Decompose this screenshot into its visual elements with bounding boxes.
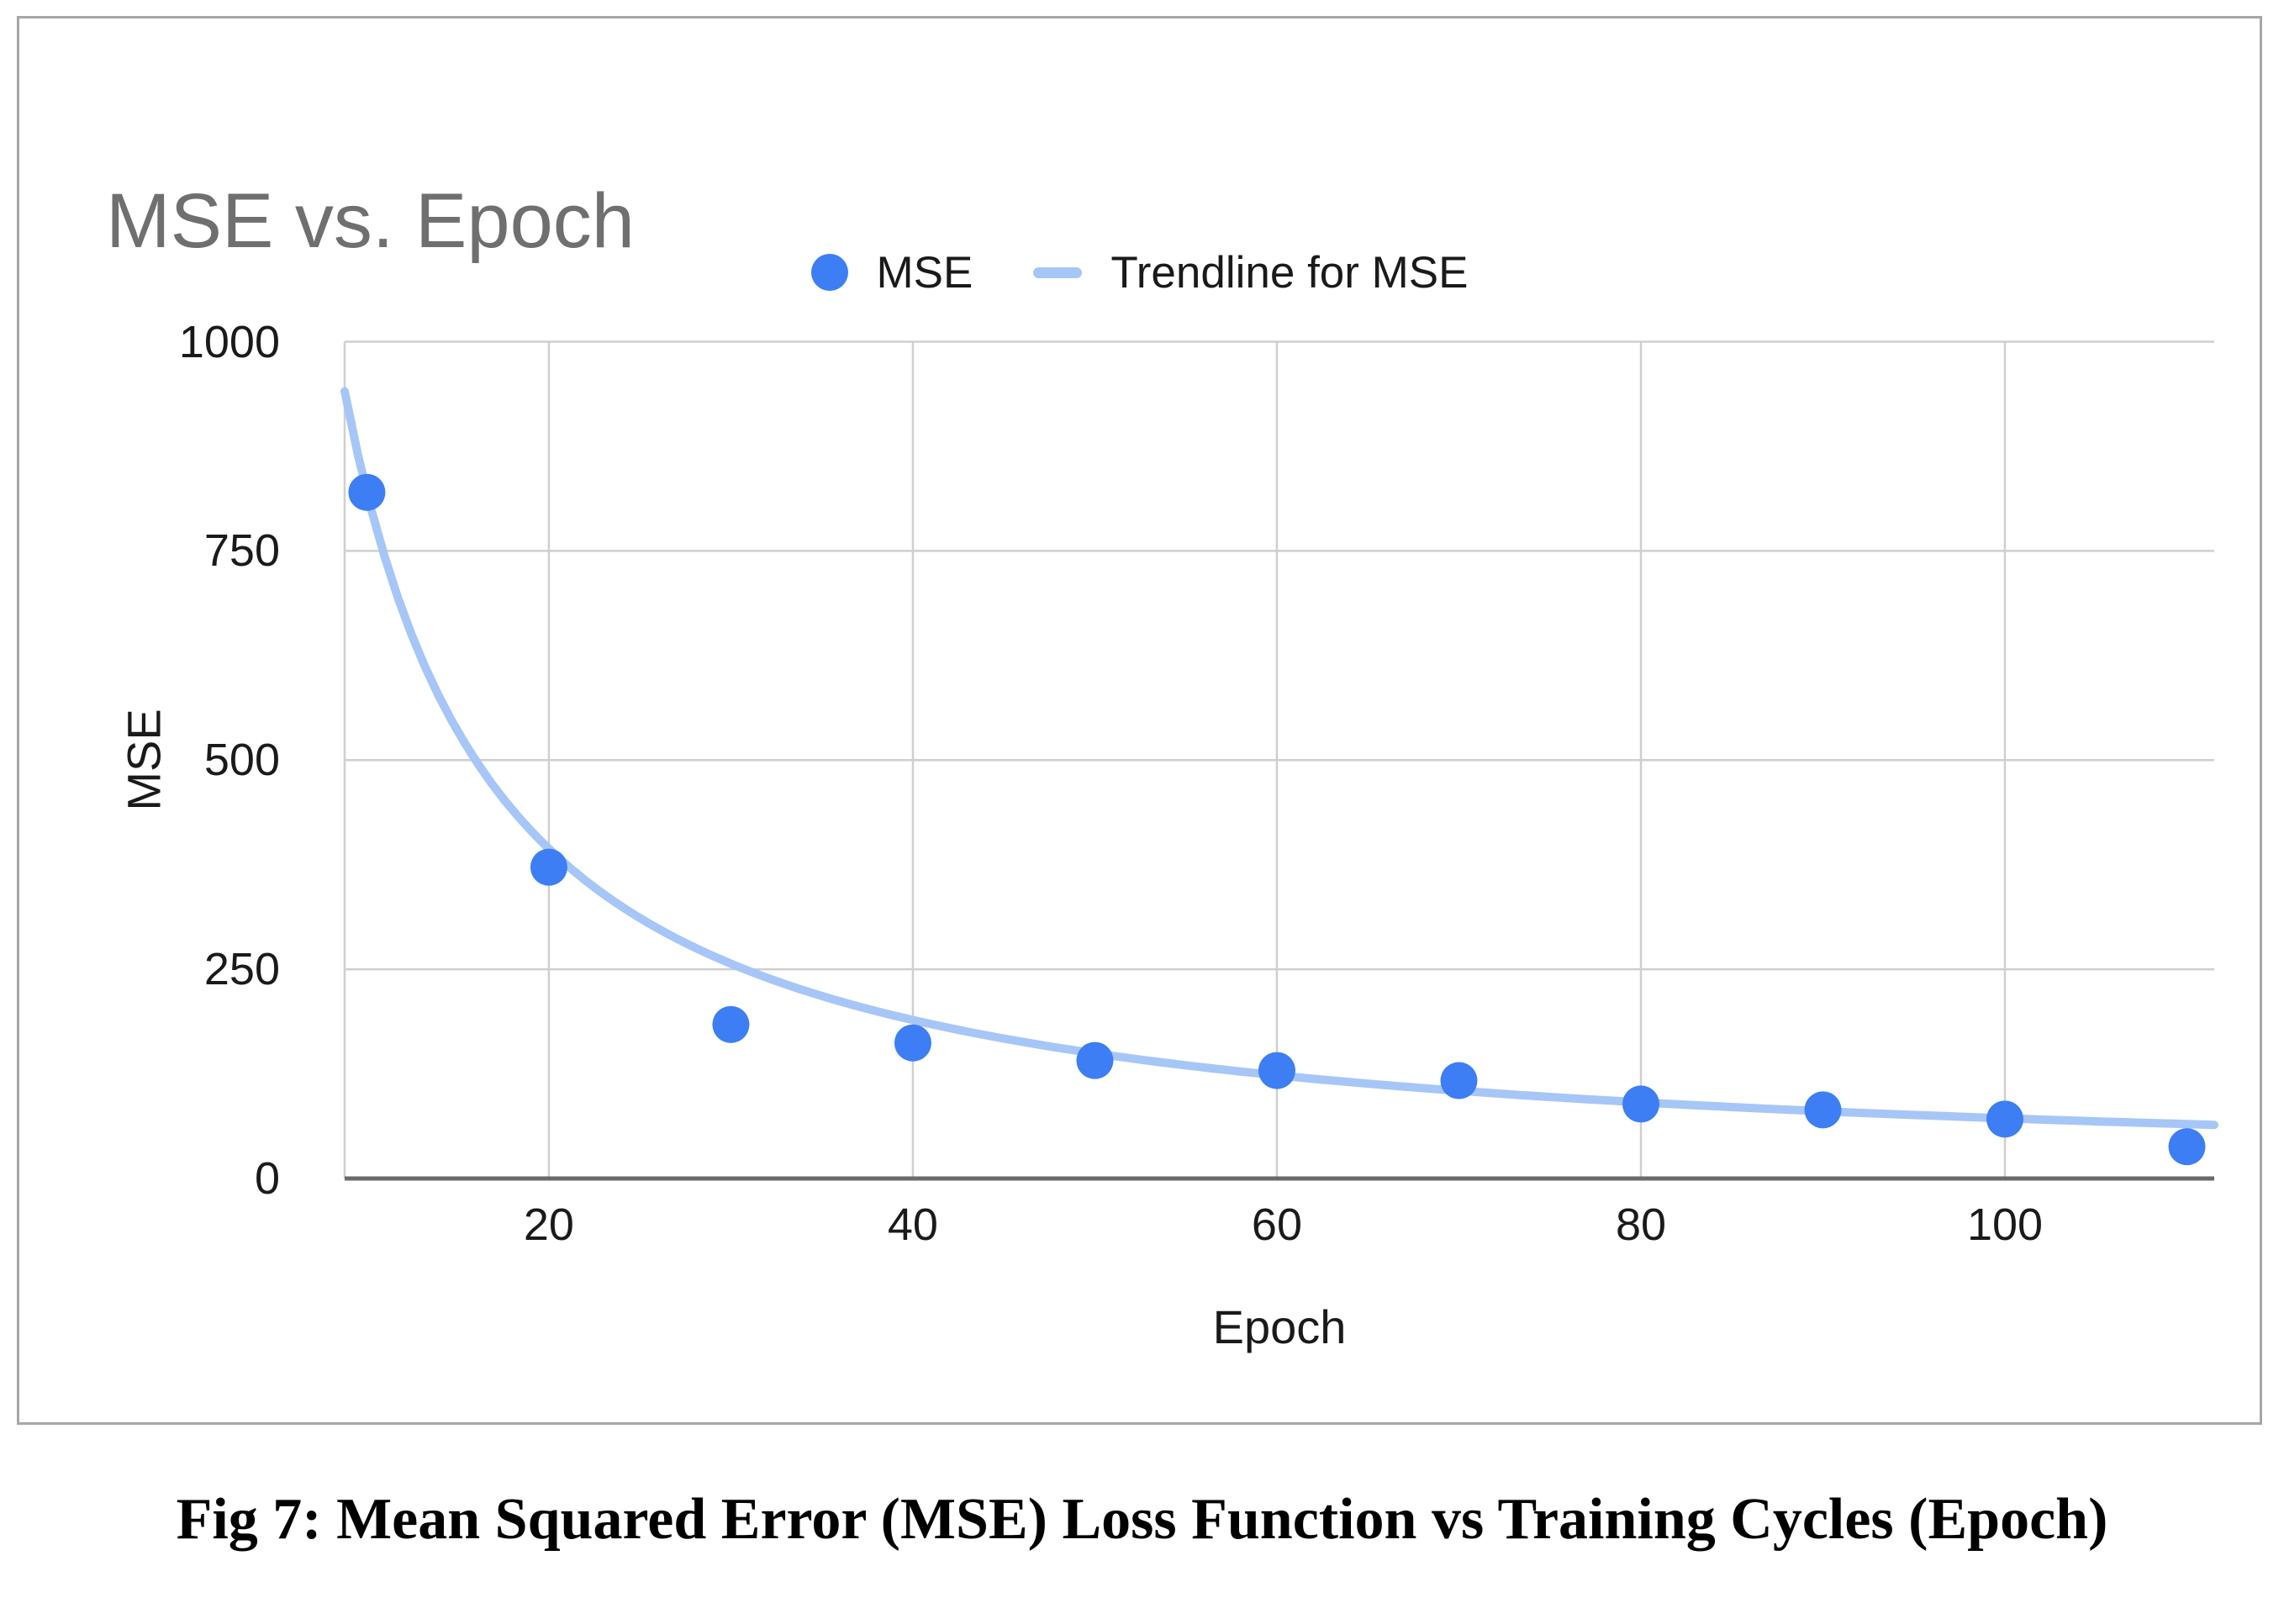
legend-item-trendline: Trendline for MSE xyxy=(1033,247,1469,298)
x-axis-title: Epoch xyxy=(1212,1300,1347,1353)
mse-data-point xyxy=(1076,1041,1114,1079)
trendline-marker-icon xyxy=(1033,266,1083,278)
chart-legend: MSE Trendline for MSE xyxy=(19,247,2260,298)
trendline-path xyxy=(340,387,2218,1130)
plot-canvas xyxy=(340,340,2218,1181)
y-axis-title: MSE xyxy=(117,709,171,811)
figure-caption: Fig 7: Mean Squared Error (MSE) Loss Fun… xyxy=(176,1487,2108,1552)
legend-item-mse: MSE xyxy=(810,247,973,298)
chart-card: MSE vs. Epoch MSE Trendline for MSE 20 40… xyxy=(17,16,2262,1425)
mse-data-point xyxy=(712,1005,750,1043)
mse-data-point xyxy=(1804,1091,1842,1129)
mse-data-point xyxy=(530,848,567,886)
mse-series-marker-icon xyxy=(810,254,848,291)
mse-data-point xyxy=(1258,1052,1295,1089)
legend-label-trendline: Trendline for MSE xyxy=(1110,247,1469,298)
mse-data-point xyxy=(1622,1085,1659,1123)
legend-label-mse: MSE xyxy=(876,247,973,298)
mse-data-point xyxy=(348,473,386,511)
mse-data-point xyxy=(1440,1062,1478,1099)
chart-title: MSE vs. Epoch xyxy=(106,178,635,264)
mse-data-point xyxy=(1986,1100,2024,1138)
mse-data-point xyxy=(894,1024,931,1062)
mse-data-point xyxy=(2168,1128,2206,1166)
